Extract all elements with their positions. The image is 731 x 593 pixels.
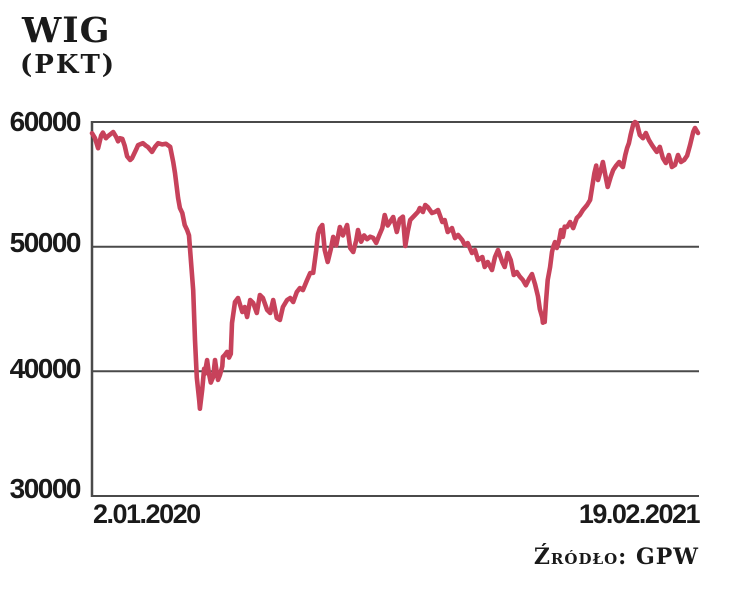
x-axis-tick-end: 19.02.2021 [578, 499, 701, 529]
y-axis-tick-30000: 30000 [9, 473, 82, 504]
wig-series-line [89, 119, 701, 411]
x-axis-tick-start: 2.01.2020 [93, 499, 201, 529]
gridlines [90, 121, 699, 497]
y-axis-tick-60000: 60000 [9, 106, 82, 137]
y-axis-tick-50000: 50000 [9, 227, 82, 258]
y-axis-tick-40000: 40000 [9, 352, 82, 384]
chart-title: WIG [22, 10, 111, 51]
chart-unit-label: (PKT) [20, 50, 117, 80]
source-credit: Źródło: GPW [533, 544, 699, 570]
